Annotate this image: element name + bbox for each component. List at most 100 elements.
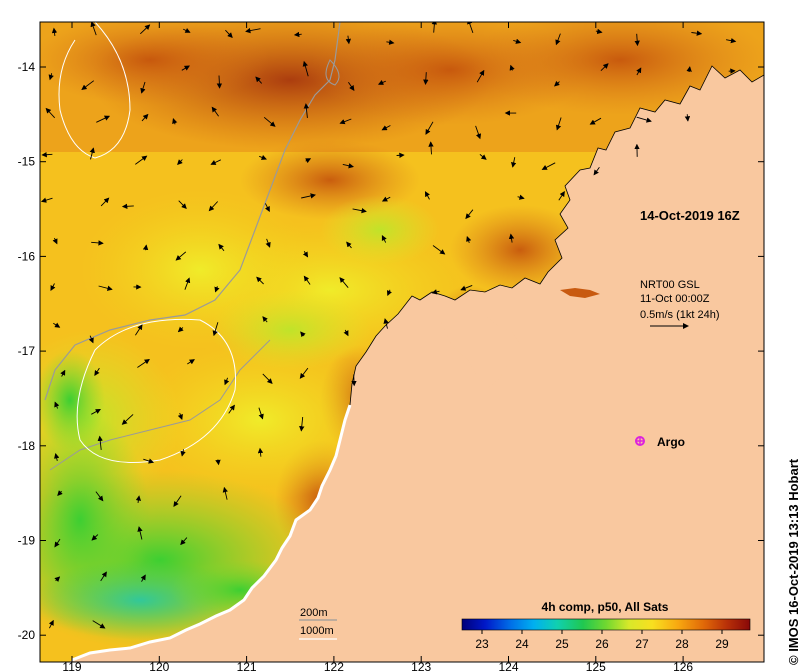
current-vector	[343, 329, 349, 337]
current-vector	[351, 374, 357, 387]
current-vector	[339, 118, 352, 125]
current-vector	[142, 244, 149, 251]
lat-tick-label: -19	[18, 534, 36, 548]
current-vector	[215, 459, 221, 466]
current-vector	[228, 404, 235, 414]
colorbar-tick-label: 24	[515, 637, 529, 651]
current-vector	[57, 490, 63, 496]
current-vector	[293, 31, 302, 38]
current-vector	[48, 73, 54, 81]
current-vector	[137, 358, 150, 368]
lon-tick-label: 126	[673, 660, 693, 672]
colorbar-tick-label: 26	[595, 637, 609, 651]
current-vector	[299, 416, 305, 432]
current-vector	[51, 27, 58, 36]
current-vector	[263, 116, 276, 127]
current-vector	[173, 495, 182, 507]
current-vector	[96, 115, 111, 123]
argo-marker	[635, 436, 645, 446]
lat-tick-label: -16	[18, 249, 36, 263]
current-vector	[428, 141, 434, 155]
colorbar-title: 4h comp, p50, All Sats	[542, 600, 669, 614]
current-vector	[386, 39, 395, 45]
current-vector	[175, 251, 187, 261]
current-vector	[726, 37, 737, 44]
current-vector	[255, 76, 263, 84]
svg-text:1000m: 1000m	[300, 625, 334, 637]
current-vector	[467, 22, 474, 34]
current-vector	[383, 318, 389, 329]
current-vector	[225, 29, 233, 39]
current-vector	[53, 322, 61, 328]
lon-tick-label: 120	[149, 660, 169, 672]
current-vector	[386, 289, 392, 297]
colorbar-tick-label: 28	[675, 637, 689, 651]
current-vector	[634, 33, 640, 47]
current-vector	[509, 64, 515, 71]
current-vector	[691, 30, 703, 36]
current-vector	[302, 60, 309, 77]
current-vector	[256, 276, 264, 285]
current-vector	[460, 284, 473, 291]
current-vector	[95, 491, 104, 502]
current-time-label: 11-Oct 00:00Z	[640, 293, 710, 305]
current-vector	[181, 65, 190, 71]
svg-text:200m: 200m	[300, 607, 328, 619]
current-vector	[476, 69, 485, 83]
current-vector	[54, 538, 61, 548]
current-vector	[301, 193, 316, 199]
current-vector	[554, 80, 560, 87]
current-source-label: NRT00 GSL	[640, 279, 700, 291]
current-vector	[479, 154, 487, 160]
current-vector	[91, 408, 101, 415]
current-vector	[140, 574, 146, 582]
current-vector	[377, 79, 386, 85]
current-vector	[303, 275, 311, 285]
current-vector	[558, 191, 565, 201]
current-vector	[141, 113, 149, 122]
current-vector	[91, 240, 104, 246]
current-vector	[423, 72, 429, 85]
lon-tick-label: 119	[62, 660, 81, 672]
current-vector	[212, 322, 219, 337]
lat-tick-label: -15	[18, 155, 36, 169]
current-vector	[636, 67, 642, 76]
current-vector	[348, 81, 355, 91]
colorbar-tick-label: 29	[715, 637, 729, 651]
lat-tick-label: -17	[18, 344, 36, 358]
current-vector	[352, 207, 367, 214]
current-vector	[177, 326, 184, 333]
current-vector	[346, 241, 352, 249]
current-vector	[54, 576, 61, 583]
colorbar-tick-label: 23	[475, 637, 489, 651]
current-vector	[299, 367, 309, 379]
current-vector	[135, 324, 143, 336]
current-vector	[541, 162, 556, 170]
current-vector	[121, 203, 134, 210]
current-vector	[91, 534, 99, 541]
lon-tick-label: 122	[324, 660, 344, 672]
current-vector	[178, 200, 187, 209]
current-vector	[342, 163, 354, 169]
current-vector	[262, 316, 268, 323]
current-vector	[686, 66, 692, 72]
current-vector	[425, 121, 434, 135]
current-vector	[143, 458, 155, 464]
current-vector	[475, 125, 482, 140]
current-vector	[600, 63, 609, 72]
current-vector	[172, 118, 178, 125]
current-vector	[303, 103, 310, 118]
lon-tick-label: 125	[586, 660, 606, 672]
longitude-axis: 119 120 121 122 123 124 125 126	[62, 22, 693, 672]
colorbar-tick-label: 27	[635, 637, 649, 651]
argo-label: Argo	[657, 435, 685, 449]
current-vector	[381, 196, 391, 202]
current-vector	[555, 33, 561, 46]
current-vector	[97, 435, 103, 450]
lat-tick-label: -20	[18, 628, 36, 642]
current-vector	[54, 401, 60, 409]
current-vector	[139, 24, 151, 35]
current-vector	[224, 377, 230, 386]
current-vector	[177, 159, 183, 166]
lat-tick-label: -18	[18, 439, 36, 453]
